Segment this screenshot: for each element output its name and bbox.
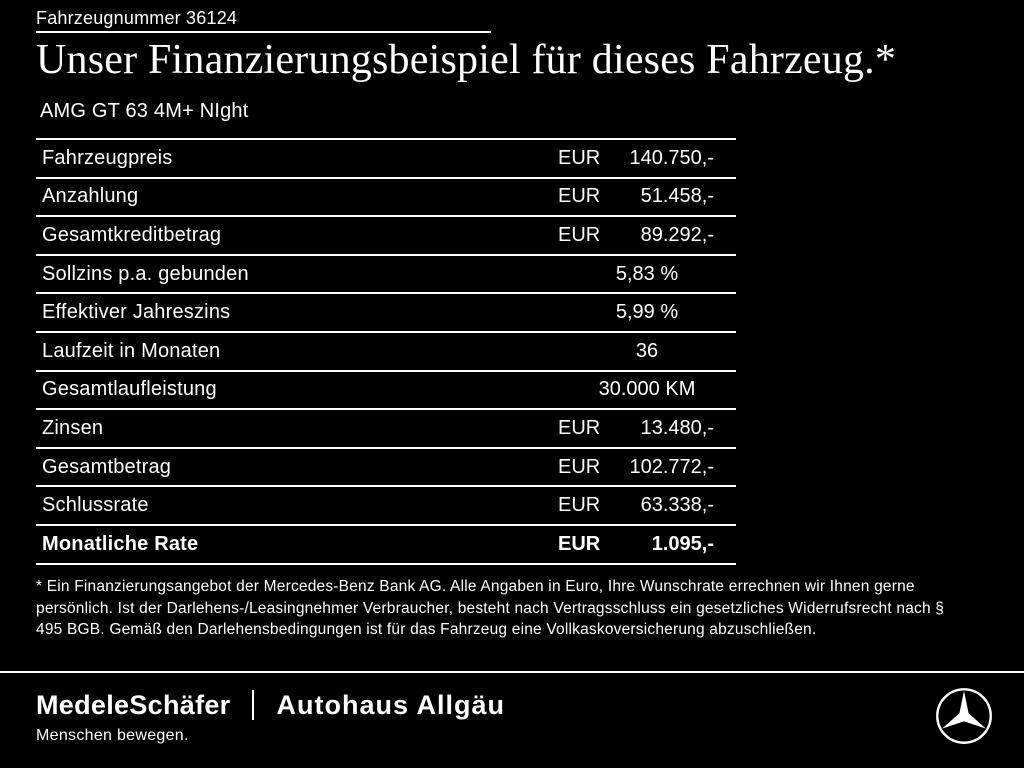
table-row-effektiver-jahreszins: Effektiver Jahreszins 5,99 %	[36, 294, 736, 333]
legal-footnote: * Ein Finanzierungsangebot der Mercedes-…	[36, 578, 945, 638]
currency-label: EUR	[558, 416, 601, 439]
table-row-zinsen: Zinsen EUR 13.480,-	[36, 410, 736, 449]
currency-label: EUR	[558, 146, 601, 169]
amount-value: 102.772,-	[629, 455, 714, 478]
header-divider	[36, 31, 491, 33]
table-row-laufzeit: Laufzeit in Monaten 36	[36, 333, 736, 372]
table-row-gesamtbetrag: Gesamtbetrag EUR 102.772,-	[36, 449, 736, 488]
amount-value: 51.458,-	[640, 185, 714, 208]
table-row-gesamtkreditbetrag: Gesamtkreditbetrag EUR 89.292,-	[36, 217, 736, 256]
currency-label: EUR	[558, 223, 601, 246]
dealer-name: MedeleSchäfer	[36, 690, 231, 720]
table-row-sollzins: Sollzins p.a. gebunden 5,83 %	[36, 256, 736, 295]
row-figures: 36	[558, 340, 736, 363]
table-row-monatliche-rate: Monatliche Rate EUR 1.095,-	[36, 526, 736, 565]
row-figures: EUR 63.338,-	[558, 494, 736, 517]
row-label: Fahrzeugpreis	[42, 146, 173, 169]
footer-content: MedeleSchäfer Menschen bewegen. Autohaus…	[0, 673, 1024, 751]
vehicle-number: Fahrzeugnummer 36124	[36, 8, 238, 28]
currency-label: EUR	[558, 185, 601, 208]
row-figures: 5,99 %	[558, 301, 736, 324]
dealer-logo-block: MedeleSchäfer Menschen bewegen.	[36, 690, 230, 745]
row-label: Schlussrate	[42, 494, 149, 517]
row-figures: EUR 1.095,-	[558, 533, 736, 556]
row-label: Laufzeit in Monaten	[42, 339, 221, 362]
row-label: Effektiver Jahreszins	[42, 301, 231, 324]
row-label: Monatliche Rate	[42, 532, 199, 555]
amount-value: 30.000 KM	[598, 378, 696, 401]
amount-value: 13.480,-	[640, 416, 714, 439]
table-row-fahrzeugpreis: Fahrzeugpreis EUR 140.750,-	[36, 140, 736, 179]
amount-value: 5,83 %	[615, 262, 679, 285]
row-label: Gesamtkreditbetrag	[42, 223, 222, 246]
row-figures: EUR 51.458,-	[558, 185, 736, 208]
row-label: Gesamtlaufleistung	[42, 378, 217, 401]
amount-value: 89.292,-	[640, 223, 714, 246]
currency-label: EUR	[558, 532, 601, 555]
mercedes-star-icon	[934, 686, 994, 751]
vehicle-model: AMG GT 63 4M+ NIght	[40, 100, 249, 122]
footer-vertical-divider	[252, 690, 255, 720]
table-row-gesamtlaufleistung: Gesamtlaufleistung 30.000 KM	[36, 372, 736, 411]
row-figures: EUR 140.750,-	[558, 147, 736, 170]
row-figures: 5,83 %	[558, 263, 736, 286]
table-row-schlussrate: Schlussrate EUR 63.338,-	[36, 487, 736, 526]
finance-table: Fahrzeugpreis EUR 140.750,- Anzahlung EU…	[36, 138, 736, 565]
footer: MedeleSchäfer Menschen bewegen. Autohaus…	[0, 671, 1024, 768]
row-label: Anzahlung	[42, 185, 139, 208]
row-figures: 30.000 KM	[558, 378, 736, 401]
row-figures: EUR 89.292,-	[558, 224, 736, 247]
dealer-tagline: Menschen bewegen.	[36, 727, 189, 744]
dealer-second-name: Autohaus Allgäu	[276, 690, 505, 720]
amount-value: 140.750,-	[629, 146, 714, 169]
currency-label: EUR	[558, 455, 601, 478]
amount-value: 1.095,-	[651, 532, 714, 555]
amount-value: 36	[635, 339, 659, 362]
row-label: Zinsen	[42, 416, 104, 439]
amount-value: 63.338,-	[640, 494, 714, 517]
page-title: Unser Finanzierungsbeispiel für dieses F…	[36, 37, 897, 83]
row-figures: EUR 13.480,-	[558, 417, 736, 440]
row-label: Sollzins p.a. gebunden	[42, 262, 249, 285]
row-label: Gesamtbetrag	[42, 455, 172, 478]
currency-label: EUR	[558, 494, 601, 517]
row-figures: EUR 102.772,-	[558, 456, 736, 479]
amount-value: 5,99 %	[615, 301, 679, 324]
table-row-anzahlung: Anzahlung EUR 51.458,-	[36, 179, 736, 218]
